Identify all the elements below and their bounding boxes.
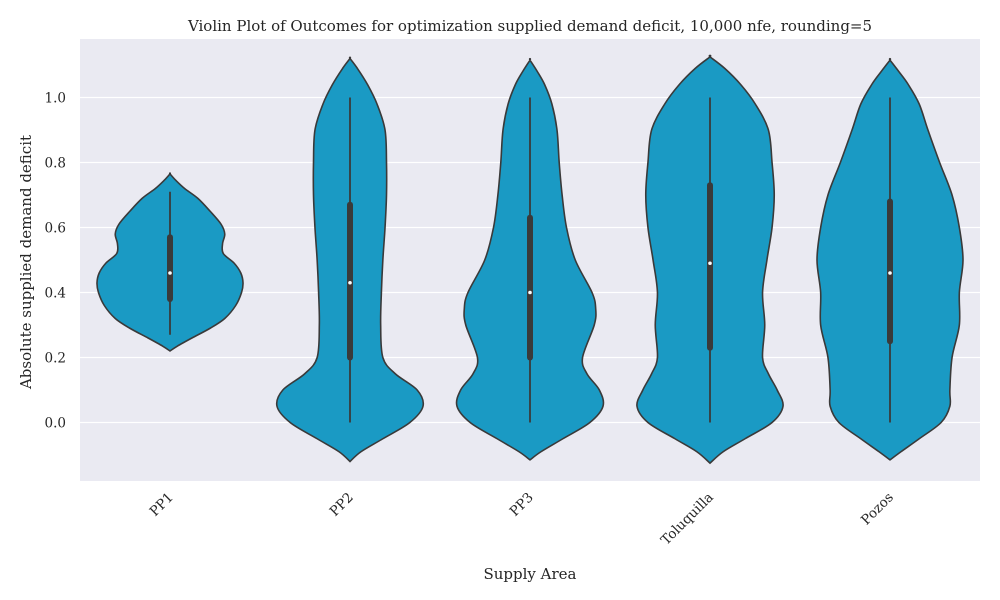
y-tick-label: 1.0 <box>45 91 66 107</box>
y-tick-label: 0.4 <box>45 286 66 302</box>
median-point <box>528 290 532 295</box>
y-axis-label: Absolute supplied demand deficit <box>17 135 35 390</box>
y-tick-label: 0.8 <box>45 156 66 172</box>
x-tick-label: PP1 <box>147 490 177 520</box>
x-tick-label: Pozos <box>858 489 897 528</box>
violins <box>96 54 964 465</box>
y-tick-labels: 0.0 0.2 0.4 0.6 0.8 1.0 <box>45 91 66 432</box>
x-tick-label: PP2 <box>327 490 357 520</box>
median-point <box>888 271 892 275</box>
x-tick-label: Toluquilla <box>658 490 717 549</box>
x-tick-labels: PP1 PP2 PP3 Toluquilla Pozos <box>147 489 897 548</box>
chart-title: Violin Plot of Outcomes for optimization… <box>187 17 872 35</box>
median-point <box>168 271 172 275</box>
x-axis-label: Supply Area <box>483 565 576 583</box>
median-point <box>348 280 352 285</box>
y-tick-label: 0.0 <box>45 416 66 432</box>
y-tick-label: 0.6 <box>45 221 66 237</box>
x-tick-label: PP3 <box>507 490 537 520</box>
y-tick-label: 0.2 <box>45 351 66 367</box>
median-point <box>708 261 712 266</box>
